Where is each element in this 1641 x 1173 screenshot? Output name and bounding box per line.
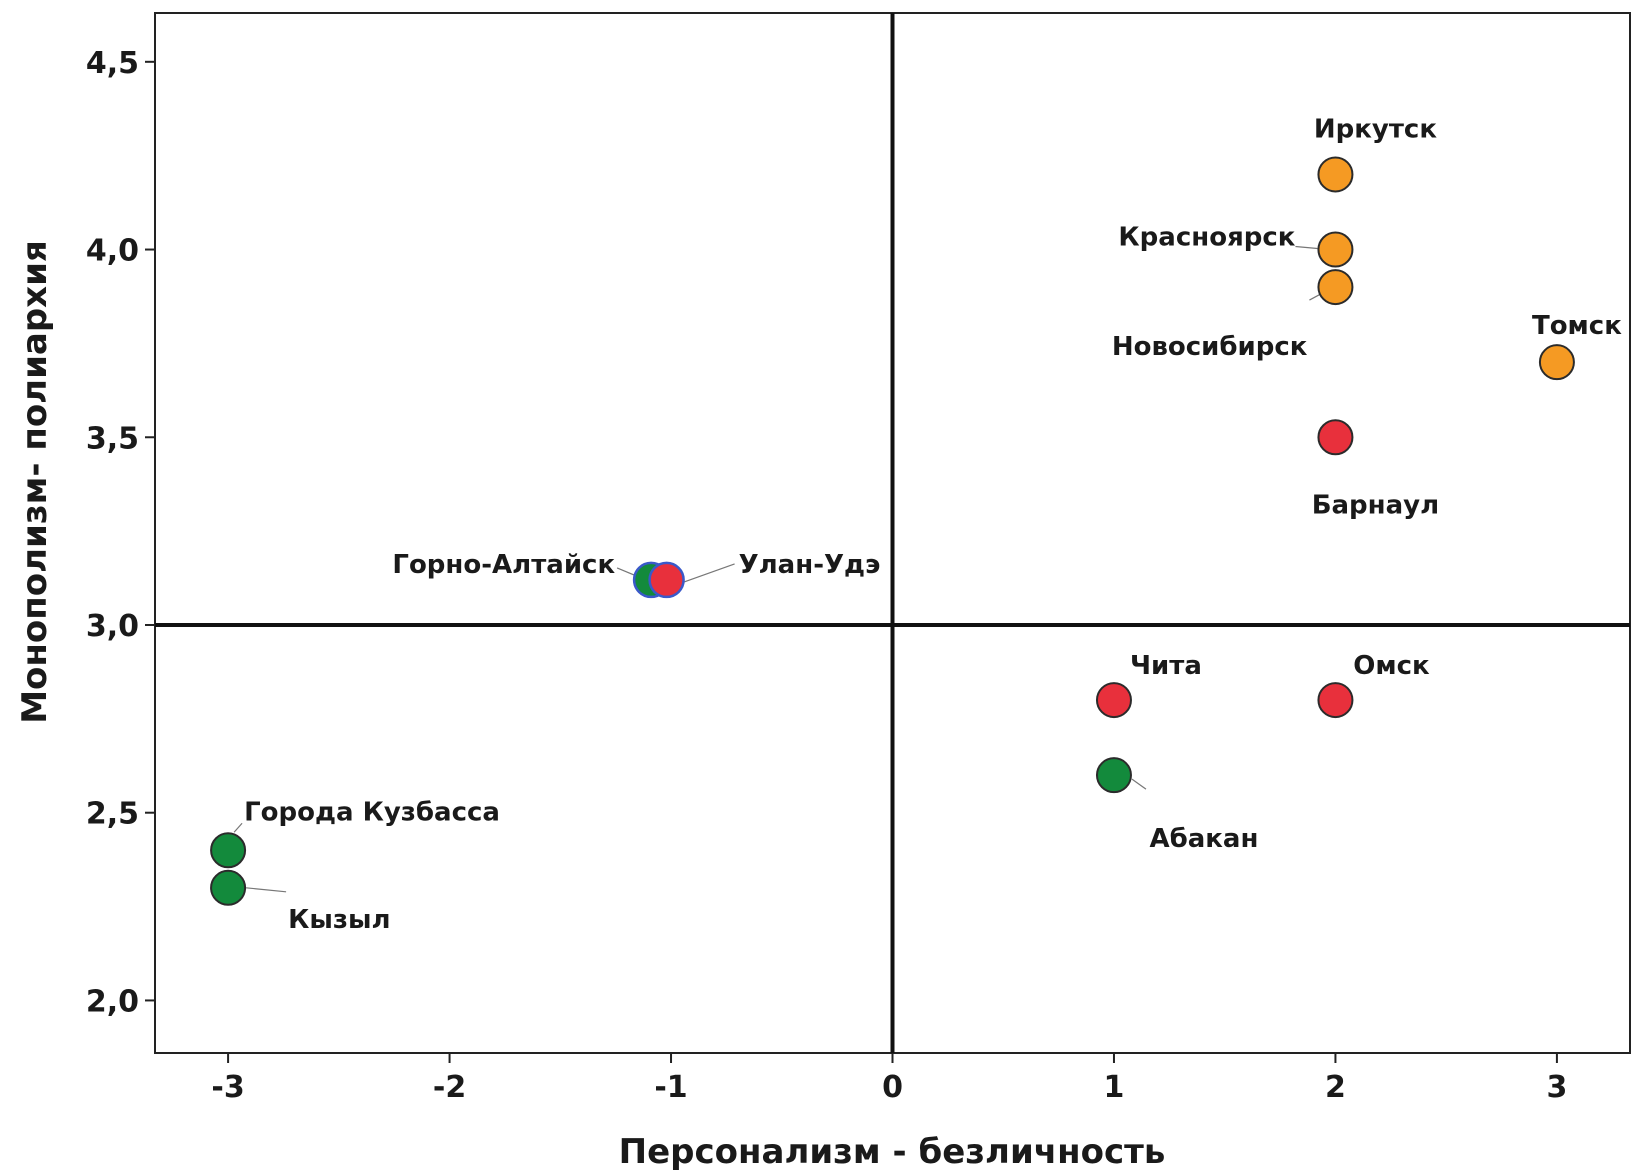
x-tick-label: -3	[211, 1070, 244, 1105]
point-marker	[210, 869, 247, 906]
leader-line	[1295, 245, 1318, 250]
leader-line	[1131, 778, 1147, 790]
point-label: Томск	[1532, 311, 1622, 341]
point-label: Абакан	[1149, 824, 1258, 854]
y-tick-label: 2,5	[86, 797, 139, 832]
x-tick-label: 0	[882, 1070, 903, 1105]
point-label: Улан-Удэ	[739, 550, 881, 580]
x-tick-label: 3	[1546, 1070, 1567, 1105]
point-label: Барнаул	[1312, 490, 1439, 520]
point-marker	[1317, 682, 1354, 719]
x-tick-label: -2	[433, 1070, 466, 1105]
leader-line	[246, 887, 287, 893]
point-marker	[1317, 156, 1354, 193]
y-tick-label: 4,5	[86, 46, 139, 81]
point-labels: Иркутск Красноярск Новосибирск Томск Барнаул…	[244, 114, 1622, 934]
point-marker	[1538, 344, 1575, 381]
y-tick-label: 3,5	[86, 421, 139, 456]
point-label: Новосибирск	[1112, 332, 1308, 362]
point-marker	[1095, 682, 1132, 719]
point-label: Омск	[1353, 651, 1430, 681]
leader-line	[678, 563, 735, 585]
point-marker	[1317, 269, 1354, 306]
x-tick-label: -1	[654, 1070, 687, 1105]
leader-line	[233, 822, 243, 833]
point-label: Горно-Алтайск	[392, 550, 615, 580]
point-label: Красноярск	[1118, 223, 1295, 253]
point-marker	[1317, 419, 1354, 456]
point-label: Города Кузбасса	[244, 797, 500, 827]
x-axis-title: Персонализм - безличность	[619, 1132, 1166, 1172]
point-label: Чита	[1130, 651, 1202, 681]
y-tick-label: 4,0	[86, 234, 139, 269]
data-points	[210, 156, 1575, 906]
x-axis-ticks: -3 -2 -1 0 1 2 3	[211, 1053, 1567, 1105]
point-label: Кызыл	[288, 905, 390, 935]
point-marker	[1095, 757, 1132, 794]
y-tick-label: 3,0	[86, 609, 139, 644]
x-tick-label: 1	[1104, 1070, 1125, 1105]
x-tick-label: 2	[1325, 1070, 1346, 1105]
point-marker	[648, 561, 685, 599]
y-tick-label: 2,0	[86, 984, 139, 1019]
y-axis-title: Монополизм- полиархия	[15, 240, 55, 724]
y-axis-ticks: 2,0 2,5 3,0 3,5 4,0 4,5	[86, 46, 155, 1019]
point-marker	[1317, 231, 1354, 268]
label-leader-lines	[233, 245, 1323, 893]
point-label: Иркутск	[1314, 114, 1437, 144]
point-marker	[210, 832, 247, 869]
